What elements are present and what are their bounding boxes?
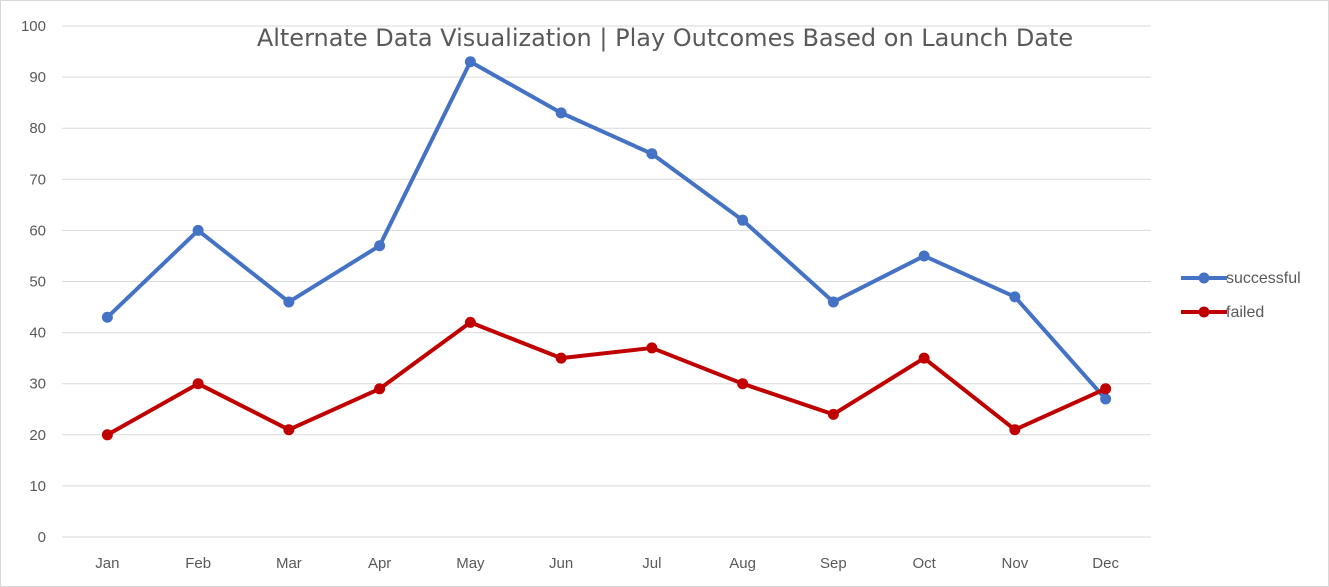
y-tick-label: 90 xyxy=(29,69,46,86)
x-tick-label: Feb xyxy=(185,555,211,572)
legend-item-failed: failed xyxy=(1181,304,1264,321)
legend-marker xyxy=(1198,272,1210,284)
data-point xyxy=(646,148,658,160)
x-tick-label: Oct xyxy=(912,555,936,572)
legend-item-successful: successful xyxy=(1181,270,1301,287)
y-tick-label: 80 xyxy=(29,120,46,137)
legend-label: failed xyxy=(1226,304,1264,321)
x-tick-label: Jun xyxy=(549,555,573,572)
data-point xyxy=(192,224,204,236)
data-point xyxy=(555,352,567,364)
data-point xyxy=(464,56,476,68)
y-tick-label: 60 xyxy=(29,222,46,239)
data-point xyxy=(464,316,476,328)
data-point xyxy=(918,250,930,262)
legend-label: successful xyxy=(1226,270,1301,287)
x-tick-label: Dec xyxy=(1092,555,1119,572)
series-line xyxy=(105,59,1108,402)
x-tick-label: May xyxy=(456,555,485,572)
y-tick-label: 40 xyxy=(29,325,46,342)
series-failed xyxy=(101,316,1112,441)
data-point xyxy=(283,296,295,308)
x-tick-label: Mar xyxy=(276,555,302,572)
data-point xyxy=(1009,424,1021,436)
data-point xyxy=(646,342,658,354)
data-point xyxy=(101,311,113,323)
x-tick-label: Jul xyxy=(642,555,661,572)
y-tick-label: 20 xyxy=(29,427,46,444)
series-successful xyxy=(101,56,1112,405)
data-point xyxy=(737,214,749,226)
data-point xyxy=(1009,291,1021,303)
series-line xyxy=(105,320,1108,437)
chart-title: Alternate Data Visualization | Play Outc… xyxy=(257,24,1073,52)
y-tick-label: 30 xyxy=(29,376,46,393)
data-point xyxy=(555,107,567,119)
x-tick-label: Jan xyxy=(95,555,119,572)
data-point xyxy=(374,240,386,252)
x-tick-label: Apr xyxy=(368,555,391,572)
data-point xyxy=(374,383,386,395)
x-tick-label: Sep xyxy=(820,555,847,572)
legend: successful failed xyxy=(1181,270,1301,321)
data-point xyxy=(101,429,113,441)
y-tick-label: 50 xyxy=(29,274,46,291)
y-tick-label: 0 xyxy=(38,529,46,546)
y-tick-label: 100 xyxy=(21,18,46,35)
data-point xyxy=(192,378,204,390)
data-point xyxy=(827,296,839,308)
y-tick-label: 70 xyxy=(29,171,46,188)
data-point xyxy=(283,424,295,436)
legend-marker xyxy=(1198,306,1210,318)
gridlines xyxy=(62,25,1151,538)
x-tick-label: Nov xyxy=(1002,555,1029,572)
data-point xyxy=(827,408,839,420)
y-tick-label: 10 xyxy=(29,478,46,495)
series-layer xyxy=(101,56,1112,441)
data-point xyxy=(1100,393,1112,405)
y-axis-ticks: 0 10 20 30 40 50 60 70 80 90 100 xyxy=(21,18,46,546)
data-point xyxy=(737,378,749,390)
x-axis-ticks: Jan Feb Mar Apr May Jun Jul Aug Sep Oct Nov Dec xyxy=(95,555,1119,572)
x-tick-label: Aug xyxy=(729,555,756,572)
data-point xyxy=(918,352,930,364)
data-point xyxy=(1100,383,1112,395)
